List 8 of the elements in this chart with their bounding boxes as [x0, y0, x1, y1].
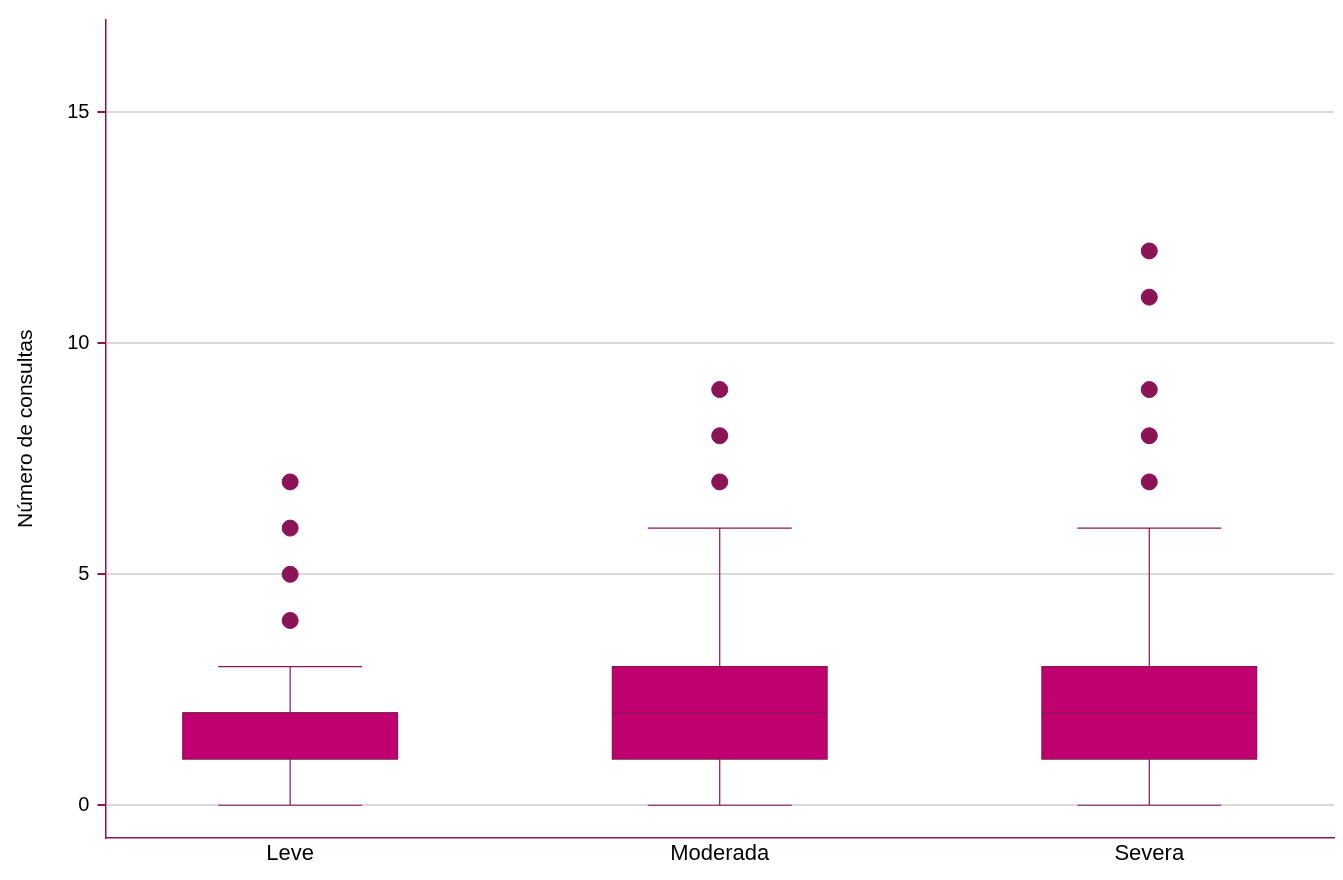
x-tick-label: Leve	[266, 839, 315, 865]
y-axis-title: Número de consultas	[13, 329, 37, 529]
x-tick-label: Severa	[1114, 839, 1185, 865]
y-tick-label: 0	[78, 792, 90, 815]
y-tick-label: 15	[67, 99, 90, 122]
x-tick-label: Moderada	[670, 839, 771, 865]
y-tick-label: 5	[78, 561, 90, 584]
y-tick-label: 10	[67, 330, 90, 353]
